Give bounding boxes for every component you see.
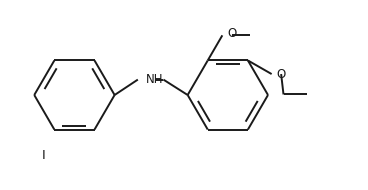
Text: NH: NH <box>146 73 164 86</box>
Text: O: O <box>227 27 237 40</box>
Text: O: O <box>277 68 286 81</box>
Text: I: I <box>42 150 45 162</box>
